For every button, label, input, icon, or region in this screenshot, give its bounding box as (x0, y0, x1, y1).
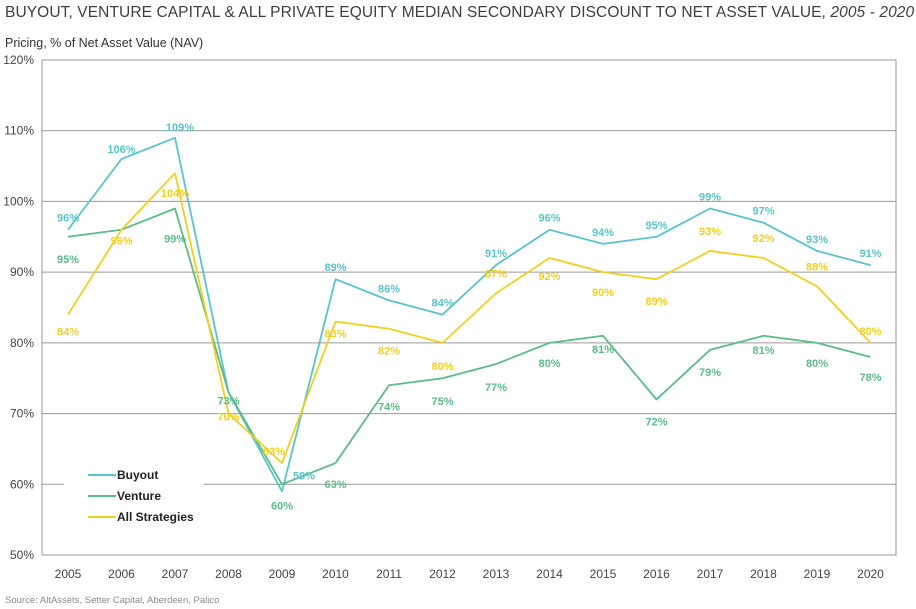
legend: Buyout Venture All Strategies (64, 460, 204, 528)
x-tick-label: 2007 (162, 567, 189, 581)
data-label: 77% (485, 382, 507, 394)
data-label: 82% (378, 346, 400, 358)
series-lines (67, 136, 872, 493)
series-line-all-strategies (67, 172, 872, 464)
data-labels: 96% 106% 109% 59% 89% 86% 84% 91% 96% 94% 95% 99% 97… (57, 122, 882, 512)
data-label: 90% (592, 287, 614, 299)
y-tick-label: 100% (3, 194, 34, 208)
data-label: 80% (538, 358, 560, 370)
data-label: 95% (645, 220, 667, 232)
data-label: 79% (699, 367, 721, 379)
x-tick-label: 2017 (697, 567, 724, 581)
y-tick-label: 110% (4, 124, 34, 138)
x-tick-label: 2012 (429, 567, 456, 581)
y-tick-label: 90% (10, 265, 34, 279)
y-tick-label: 50% (10, 548, 34, 562)
data-label: 60% (271, 500, 293, 512)
data-label: 89% (324, 262, 346, 274)
data-label: 96% (57, 213, 79, 225)
x-tick-label: 2018 (750, 567, 777, 581)
data-label: 80% (431, 361, 453, 373)
chart-title-range: 2005 - 2020 (830, 4, 915, 21)
y-tick-label: 70% (10, 407, 34, 421)
data-label: 80% (806, 358, 828, 370)
data-label: 88% (806, 261, 828, 273)
data-label: 89% (645, 296, 667, 308)
data-label: 80% (859, 326, 881, 338)
y-tick-label: 60% (10, 477, 34, 491)
data-label: 59% (293, 470, 315, 482)
data-label: 99% (164, 234, 186, 246)
series-line-buyout (67, 136, 871, 493)
data-label: 93% (699, 226, 721, 238)
y-tick-label: 120% (3, 53, 34, 67)
x-tick-label: 2009 (269, 567, 296, 581)
data-label: 81% (592, 344, 614, 356)
x-tick-label: 2013 (483, 567, 510, 581)
data-label: 109% (166, 122, 194, 134)
data-label: 84% (57, 327, 79, 339)
axes: 50% 60% 70% 80% 90% 100% 110% 120% 2005 2006 2007 2… (3, 53, 897, 581)
legend-label: All Strategies (117, 510, 194, 524)
data-label: 70% (217, 412, 239, 424)
data-label: 94% (592, 227, 614, 239)
legend-label: Venture (117, 489, 161, 503)
data-label: 92% (752, 233, 774, 245)
y-axis-caption: Pricing, % of Net Asset Value (NAV) (5, 36, 204, 50)
data-label: 96% (110, 236, 132, 248)
x-tick-label: 2011 (376, 567, 402, 581)
data-label: 84% (431, 298, 453, 310)
data-label: 96% (538, 213, 560, 225)
data-label: 93% (806, 234, 828, 246)
x-tick-label: 2020 (857, 567, 884, 581)
data-label: 74% (378, 401, 400, 413)
data-label: 78% (859, 372, 881, 384)
y-tick-label: 80% (10, 336, 34, 350)
data-label: 83% (324, 329, 346, 341)
plot-frame (41, 59, 897, 556)
data-label: 97% (752, 206, 774, 218)
x-tick-label: 2019 (804, 567, 831, 581)
chart-title: BUYOUT, VENTURE CAPITAL & ALL PRIVATE EQ… (5, 4, 914, 22)
gridlines (42, 130, 896, 485)
data-label: 95% (57, 254, 79, 266)
x-tick-label: 2008 (215, 567, 242, 581)
data-label: 63% (263, 446, 285, 458)
data-label: 81% (752, 345, 774, 357)
legend-box (64, 460, 204, 528)
x-tick-label: 2010 (322, 567, 349, 581)
x-tick-label: 2014 (536, 567, 563, 581)
data-label: 72% (645, 416, 667, 428)
x-tick-label: 2006 (108, 567, 135, 581)
data-label: 92% (538, 271, 560, 283)
data-label: 87% (485, 268, 507, 280)
data-label: 99% (699, 192, 721, 204)
data-label: 104% (161, 188, 189, 200)
data-label: 91% (859, 248, 881, 260)
legend-label: Buyout (117, 468, 158, 482)
chart-title-text: BUYOUT, VENTURE CAPITAL & ALL PRIVATE EQ… (5, 4, 826, 21)
x-tick-label: 2016 (643, 567, 670, 581)
source-note: Source: AltAssets, Setter Capital, Aberd… (5, 595, 220, 606)
x-tick-label: 2005 (55, 567, 82, 581)
data-label: 91% (485, 248, 507, 260)
series-line-venture (67, 207, 871, 486)
data-label: 106% (107, 144, 135, 156)
data-label: 86% (378, 283, 400, 295)
data-label: 73% (217, 395, 239, 407)
data-label: 75% (431, 396, 453, 408)
x-tick-label: 2015 (590, 567, 617, 581)
data-label: 63% (324, 479, 346, 491)
